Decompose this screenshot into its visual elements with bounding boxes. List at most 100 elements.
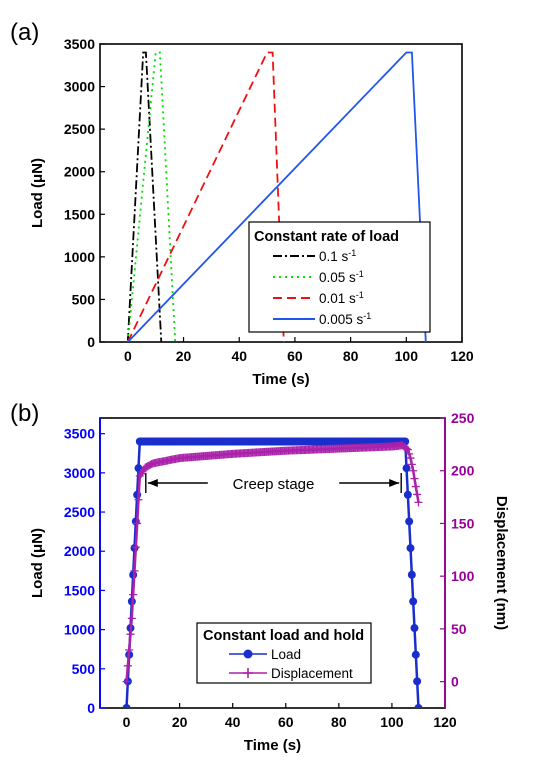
- data-point: [410, 624, 419, 633]
- legend-superscript: -1: [363, 311, 371, 321]
- x-tick-label: 40: [225, 714, 241, 730]
- y-right-tick-label: 250: [451, 410, 475, 426]
- y-right-tick-label: 200: [451, 463, 475, 479]
- data-point: [122, 704, 131, 708]
- y-tick-label: 3500: [64, 36, 95, 52]
- chart-panel-a: (a) 0 20 40 60 80 100 120 0 500 1000 1500 2000 2500 30…: [10, 19, 474, 388]
- y-tick-label: 500: [72, 291, 96, 307]
- legend-superscript: -1: [356, 269, 364, 279]
- x-tick-label: 80: [331, 714, 347, 730]
- series-line-0: [126, 51, 163, 342]
- y-tick-label: 1000: [64, 249, 95, 265]
- x-tick-label: 40: [231, 348, 247, 364]
- y-axis-title: Load (μN): [29, 158, 46, 228]
- y-right-tick-label: 150: [451, 515, 475, 531]
- y-tick-label: 0: [87, 334, 95, 350]
- data-point: [409, 466, 418, 475]
- data-point: [406, 454, 415, 463]
- x-tick-label: 120: [433, 714, 457, 730]
- y-right-tick-label: 50: [451, 621, 467, 637]
- annotation-text: Creep stage: [233, 476, 315, 493]
- legend-marker: [243, 668, 253, 678]
- series-line-2: [126, 51, 285, 342]
- legend-entry: 0.01 s-1: [319, 290, 364, 306]
- y-tick-label: 2500: [64, 121, 95, 137]
- x-tick-label: 60: [287, 348, 303, 364]
- data-point: [411, 650, 420, 659]
- series-group: [126, 51, 427, 342]
- data-point: [414, 704, 423, 708]
- data-point: [413, 677, 422, 686]
- y-tick-label: 0: [87, 700, 95, 716]
- y-tick-label: 1000: [64, 622, 95, 638]
- data-point: [125, 646, 134, 654]
- data-point: [129, 590, 138, 599]
- y-tick-label: 3000: [64, 465, 95, 481]
- data-point: [405, 517, 414, 526]
- legend-marker: [243, 649, 253, 659]
- data-point: [406, 544, 415, 553]
- data-point: [122, 677, 131, 686]
- legend-superscript: -1: [348, 248, 356, 258]
- legend-entry: Displacement: [271, 666, 353, 681]
- data-point: [405, 449, 414, 458]
- x-tick-label: 60: [278, 714, 294, 730]
- data-point: [413, 490, 422, 499]
- data-point: [403, 490, 412, 499]
- legend-entry: 0.005 s-1: [319, 311, 371, 327]
- legend-superscript: -1: [356, 290, 364, 300]
- series-group: [122, 437, 423, 708]
- arrow-head-left: [147, 479, 158, 487]
- y-right-tick-label: 0: [451, 674, 459, 690]
- data-point: [410, 474, 419, 483]
- plot-frame: [99, 43, 463, 343]
- data-point: [126, 630, 135, 639]
- legend-title: Constant load and hold: [203, 628, 364, 644]
- data-point: [402, 464, 411, 473]
- data-point: [407, 570, 416, 579]
- data-point: [130, 566, 139, 575]
- creep-stage-annotation: Creep stage: [145, 473, 402, 493]
- data-point: [411, 482, 420, 491]
- x-tick-label: 0: [124, 348, 132, 364]
- series-line-1: [126, 51, 177, 342]
- y-tick-label: 1500: [64, 206, 95, 222]
- x-axis-title: Time (s): [244, 737, 301, 754]
- panel-label: (b): [10, 400, 39, 427]
- x-tick-label: 20: [176, 348, 192, 364]
- y-right-axis-title: Displacement (nm): [493, 496, 510, 630]
- chart-panel-b: (b)0 20 40 60 80 100 1200500100015002000250030…: [10, 400, 510, 754]
- x-tick-label: 100: [380, 714, 404, 730]
- data-point: [414, 498, 423, 507]
- data-point: [123, 661, 132, 670]
- x-tick-label: 20: [172, 714, 188, 730]
- y-axis-title: Load (μN): [29, 528, 46, 598]
- y-tick-label: 1500: [64, 582, 95, 598]
- x-axis-title: Time (s): [252, 371, 309, 388]
- data-point: [131, 543, 140, 552]
- y-tick-label: 2000: [64, 543, 95, 559]
- legend: Constant load and hold Load Displacement: [196, 622, 372, 684]
- legend-entry: Load: [271, 647, 301, 662]
- y-right-tick-label: 100: [451, 568, 475, 584]
- x-tick-label: 0: [123, 714, 131, 730]
- arrow-head-right: [389, 479, 400, 487]
- legend-entry: 0.05 s-1: [319, 269, 364, 285]
- x-tick-label: 120: [450, 348, 474, 364]
- x-tick-label: 100: [395, 348, 419, 364]
- data-point: [134, 495, 143, 504]
- x-tick-label: 80: [343, 348, 359, 364]
- y-tick-label: 2500: [64, 504, 95, 520]
- y-tick-label: 2000: [64, 164, 95, 180]
- y-tick-label: 3000: [64, 79, 95, 95]
- legend-title: Constant rate of load: [254, 229, 399, 245]
- y-tick-label: 500: [72, 661, 96, 677]
- data-point: [407, 460, 416, 469]
- panel-label: (a): [10, 19, 39, 46]
- legend-entry: 0.1 s-1: [319, 248, 356, 264]
- data-point: [409, 597, 418, 606]
- data-point: [402, 444, 411, 453]
- data-point: [401, 437, 410, 446]
- legend-box: [196, 622, 372, 684]
